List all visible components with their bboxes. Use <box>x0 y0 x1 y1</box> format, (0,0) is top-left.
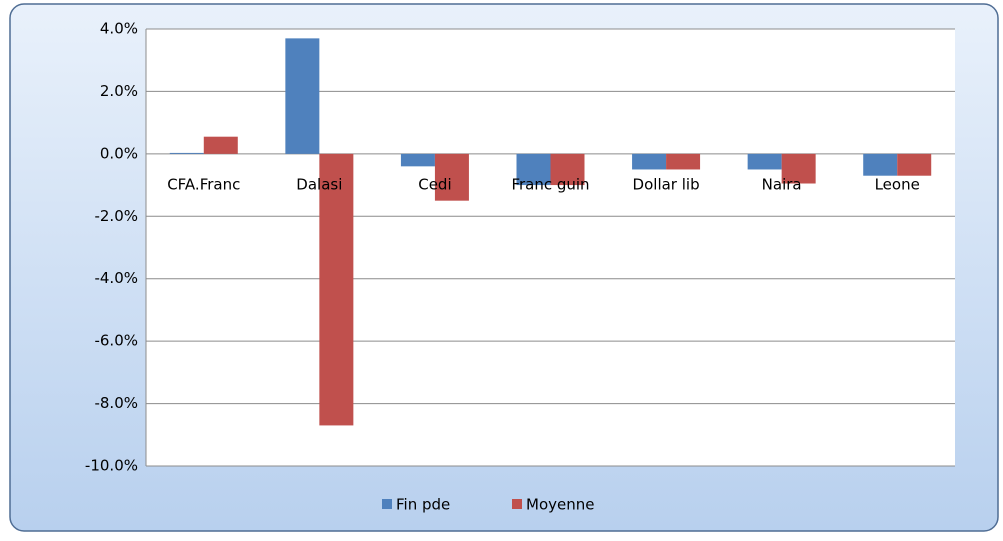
y-tick-label: 2.0% <box>100 82 138 100</box>
bar <box>203 136 238 154</box>
x-tick-label: Dollar lib <box>633 175 700 193</box>
x-tick-label: Franc guin <box>511 175 589 193</box>
legend-label: Moyenne <box>526 496 594 514</box>
bar <box>897 153 932 176</box>
y-tick-label: 0.0% <box>100 144 138 162</box>
bar <box>516 153 551 186</box>
y-tick-label: -8.0% <box>94 394 138 412</box>
bar <box>781 153 816 184</box>
y-tick-label: -6.0% <box>94 332 138 350</box>
bar <box>319 153 354 426</box>
bar <box>400 153 435 167</box>
y-tick-label: 4.0% <box>100 20 138 38</box>
bar <box>666 153 701 170</box>
x-tick-label: Leone <box>875 175 920 193</box>
bar <box>434 153 469 201</box>
legend-label: Fin pde <box>396 496 450 514</box>
bar <box>550 153 585 186</box>
y-tick-label: -4.0% <box>94 269 138 287</box>
x-tick-label: CFA.Franc <box>167 175 240 193</box>
y-tick-label: -2.0% <box>94 207 138 225</box>
legend-swatch <box>382 499 392 509</box>
x-tick-label: Dalasi <box>296 175 342 193</box>
legend-swatch <box>512 499 522 509</box>
y-tick-label: -10.0% <box>85 457 138 475</box>
plot-area <box>146 29 955 466</box>
bar <box>285 38 320 154</box>
bar <box>169 152 204 154</box>
x-tick-label: Cedi <box>418 175 451 193</box>
x-tick-label: Naira <box>762 175 802 193</box>
bar <box>747 153 782 170</box>
bar <box>632 153 667 170</box>
bar <box>863 153 898 176</box>
